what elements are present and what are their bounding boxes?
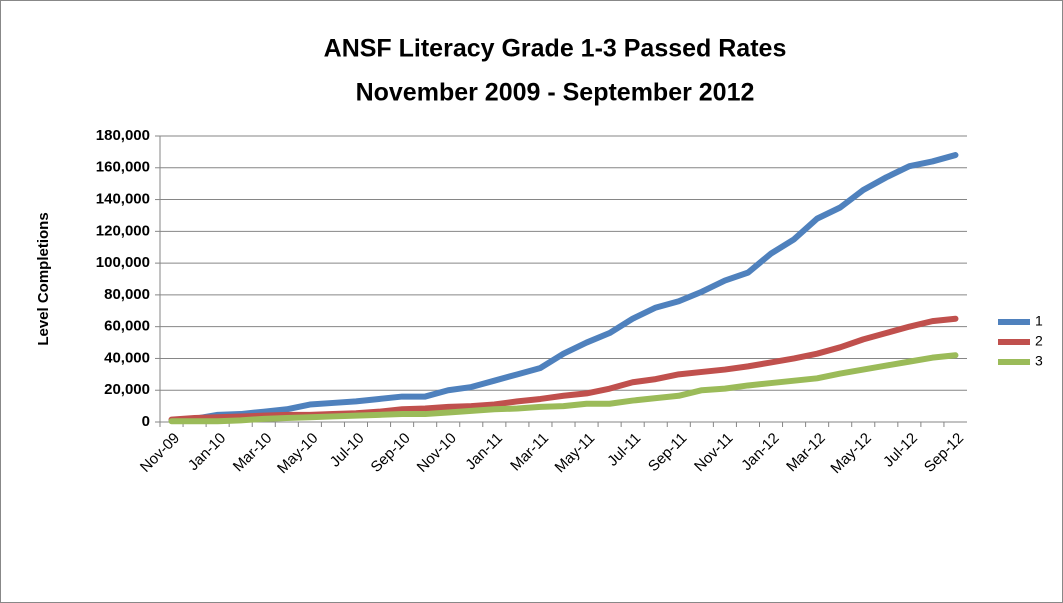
y-tick-label: 0 [142,413,150,430]
y-tick-label: 80,000 [104,286,150,303]
chart-title: ANSF Literacy Grade 1-3 Passed Rates [324,35,787,63]
y-tick-label: 100,000 [96,254,150,271]
chart-subtitle: November 2009 - September 2012 [356,79,755,107]
legend-label: 3 [1035,353,1043,369]
y-tick-label: 160,000 [96,159,150,176]
series-line [168,152,959,424]
y-tick-label: 140,000 [96,191,150,208]
series-line [168,352,959,425]
y-tick-label: 60,000 [104,318,150,335]
y-tick-label: 20,000 [104,381,150,398]
y-tick-label: 180,000 [96,127,150,144]
y-axis-title: Level Completions [35,212,52,345]
y-tick-label: 120,000 [96,222,150,239]
y-tick-label: 40,000 [104,349,150,366]
legend-label: 2 [1035,333,1043,349]
legend-label: 1 [1035,313,1043,329]
